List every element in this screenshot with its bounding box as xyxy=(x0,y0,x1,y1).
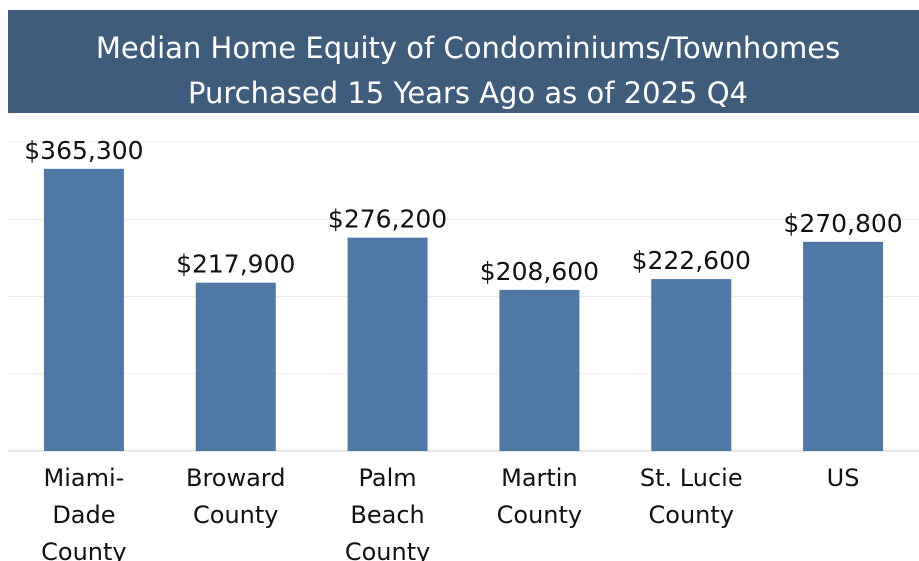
bar xyxy=(347,237,428,451)
bar xyxy=(43,168,124,452)
bar xyxy=(499,289,580,451)
bar xyxy=(803,241,884,451)
x-tick-label: Palm Beach County xyxy=(344,464,431,561)
x-tick-label: US xyxy=(826,464,860,492)
bar xyxy=(195,282,276,451)
x-tick-label: Martin County xyxy=(496,464,583,529)
value-label: $276,200 xyxy=(328,205,447,234)
value-label: $365,300 xyxy=(24,136,143,165)
x-tick-label: Miami-Dade County xyxy=(41,464,127,561)
value-label: $217,900 xyxy=(176,250,295,279)
value-label: $270,800 xyxy=(783,209,902,238)
chart-title: Median Home Equity of Condominiums/Townh… xyxy=(95,31,841,110)
x-tick-label: St. Lucie County xyxy=(639,464,743,529)
bar xyxy=(651,279,732,451)
value-label: $222,600 xyxy=(632,246,751,275)
title-banner: Median Home Equity of Condominiums/Townh… xyxy=(8,10,919,113)
x-tick-label: Broward County xyxy=(185,464,286,529)
value-label: $208,600 xyxy=(480,257,599,286)
